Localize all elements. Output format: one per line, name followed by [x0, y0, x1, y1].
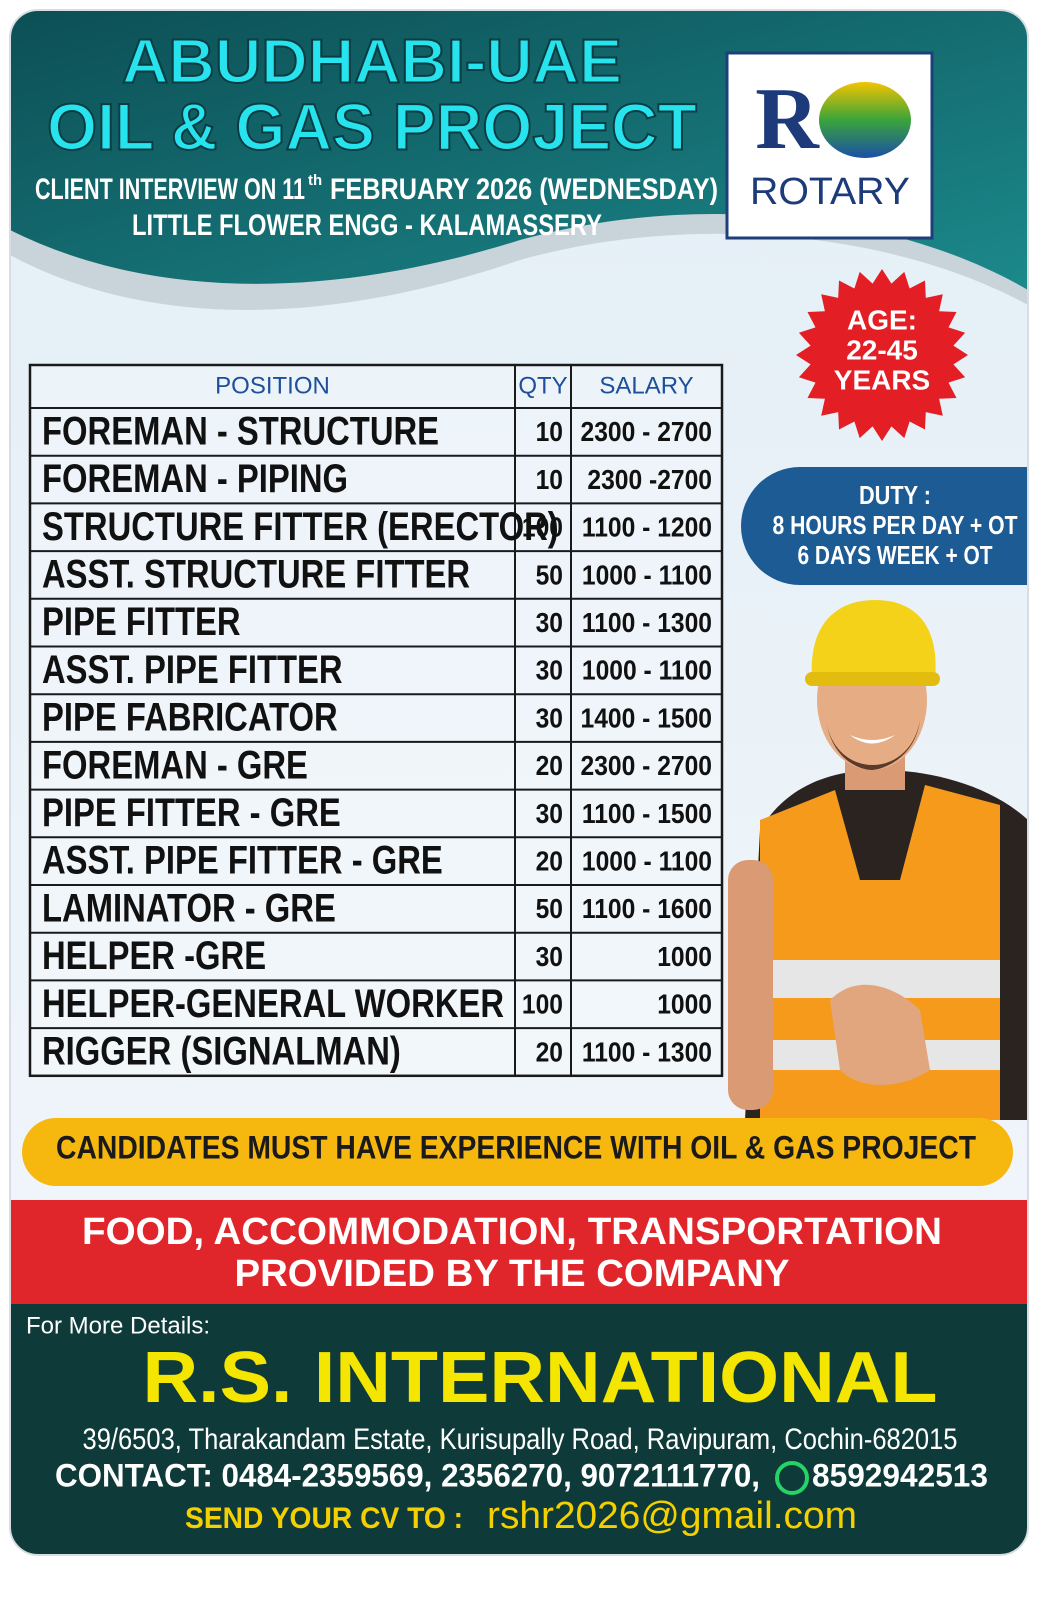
row-position: PIPE FITTER: [42, 599, 241, 644]
row-position: ASST. PIPE FITTER - GRE: [42, 838, 443, 883]
card: R ROTARY ABUDHABI-UAE OIL & GAS PROJECT …: [10, 10, 1028, 1555]
row-position: HELPER-GENERAL WORKER: [42, 981, 504, 1026]
row-position: STRUCTURE FITTER (ERECTOR): [42, 504, 559, 549]
age-label: AGE:: [847, 304, 917, 335]
header-wave: [10, 213, 1028, 310]
row-position: PIPE FABRICATOR: [42, 695, 338, 740]
row-position: HELPER -GRE: [42, 933, 266, 978]
experience-text: CANDIDATES MUST HAVE EXPERIENCE WITH OIL…: [56, 1129, 976, 1165]
positions-table: POSITION QTY SALARY FOREMAN - STRUCTURE 10 23…: [28, 363, 724, 1078]
position: HELPER-GENERAL WORKER: [42, 981, 504, 1026]
position: ASST. PIPE FITTER - GRE: [42, 838, 443, 883]
salary: 1000 - 1100: [582, 654, 712, 686]
row-position: FOREMAN - STRUCTURE: [42, 408, 439, 453]
footer: [10, 1304, 1028, 1555]
position: HELPER -GRE: [42, 933, 266, 978]
more-details: For More Details:: [26, 1312, 210, 1339]
position: FOREMAN - GRE: [42, 742, 308, 787]
position: PIPE FITTER: [42, 599, 241, 644]
position: STRUCTURE FITTER (ERECTOR): [42, 504, 559, 549]
duty-line2: 6 DAYS WEEK + OT: [798, 540, 993, 570]
row-position: PIPE FITTER - GRE: [42, 790, 341, 835]
company-name: R.S. INTERNATIONAL: [143, 1338, 938, 1418]
duty-box: [741, 467, 1028, 585]
salary: 1000 - 1100: [582, 559, 712, 591]
interview-prefix: CLIENT INTERVIEW ON 11: [35, 173, 305, 206]
logo-ring: [819, 82, 911, 158]
card-border: [9, 9, 1029, 1556]
email: rshr2026@gmail.com: [487, 1495, 857, 1537]
experience-banner: [22, 1118, 1013, 1186]
salary: 2300 -2700: [587, 463, 712, 495]
duty-line1: 8 HOURS PER DAY + OT: [773, 510, 1018, 540]
qty: 50: [536, 559, 563, 591]
salary: 1000: [657, 988, 712, 1020]
position: FOREMAN - PIPING: [42, 456, 348, 501]
row-position: RIGGER (SIGNALMAN): [42, 1028, 401, 1073]
column-header: POSITION: [215, 372, 330, 399]
column-header: QTY: [518, 372, 567, 399]
contact: CONTACT: 0484-2359569, 2356270, 90721117…: [55, 1457, 760, 1493]
position: LAMINATOR - GRE: [42, 885, 336, 930]
age-unit: YEARS: [834, 364, 930, 395]
age-badge: [796, 269, 968, 441]
qty: 100: [522, 988, 563, 1020]
position: PIPE FABRICATOR: [42, 695, 338, 740]
qty: 20: [536, 845, 563, 877]
salary: 1100 - 1500: [582, 797, 712, 829]
row-position: FOREMAN - GRE: [42, 742, 308, 787]
title-line2: OIL & GAS PROJECT: [47, 89, 697, 163]
salary: 1100 - 1200: [582, 511, 712, 543]
qty: 10: [536, 416, 563, 448]
salary: 1100 - 1600: [582, 893, 712, 925]
interview-suffix: FEBRUARY 2026 (WEDNESDAY): [330, 173, 718, 206]
position: ASST. STRUCTURE FITTER: [42, 551, 470, 596]
address: 39/6503, Tharakandam Estate, Kurisupally…: [83, 1423, 958, 1456]
qty: 30: [536, 702, 563, 734]
position: PIPE FITTER - GRE: [42, 790, 341, 835]
qty: 30: [536, 940, 563, 972]
salary: 1100 - 1300: [582, 607, 712, 639]
cv-label: SEND YOUR CV TO :: [185, 1502, 463, 1535]
whatsapp-number: 8592942513: [812, 1457, 988, 1493]
qty: 30: [536, 654, 563, 686]
logo-letter: R: [755, 71, 820, 168]
position: RIGGER (SIGNALMAN): [42, 1028, 401, 1073]
salary: 2300 - 2700: [581, 750, 712, 782]
qty: 10: [536, 463, 563, 495]
salary: 1400 - 1500: [581, 702, 712, 734]
benefits-band: [10, 1200, 1028, 1304]
salary: 1000: [657, 940, 712, 972]
benefits-line2: PROVIDED BY THE COMPANY: [235, 1253, 790, 1295]
worker-illustration: [728, 600, 1028, 1120]
title-line1: ABUDHABI-UAE: [122, 27, 622, 96]
qty: 30: [536, 797, 563, 829]
qty: 20: [536, 750, 563, 782]
salary: 1000 - 1100: [582, 845, 712, 877]
table-frame: [28, 363, 724, 1078]
position: ASST. PIPE FITTER: [42, 647, 343, 692]
duty-title: DUTY :: [859, 480, 931, 510]
column-header: SALARY: [599, 372, 693, 399]
row-position: ASST. STRUCTURE FITTER: [42, 551, 470, 596]
logo-name: ROTARY: [750, 171, 910, 213]
salary: 2300 - 2700: [581, 416, 712, 448]
qty: 20: [536, 1036, 563, 1068]
qty: 100: [522, 511, 563, 543]
whatsapp-icon: [775, 1461, 809, 1495]
row-position: LAMINATOR - GRE: [42, 885, 336, 930]
venue: LITTLE FLOWER ENGG - KALAMASSERY: [132, 209, 602, 242]
age-range: 22-45: [846, 334, 918, 365]
benefits-line1: FOOD, ACCOMMODATION, TRANSPORTATION: [82, 1211, 942, 1253]
qty: 50: [536, 893, 563, 925]
row-position: ASST. PIPE FITTER: [42, 647, 343, 692]
qty: 30: [536, 607, 563, 639]
salary: 1100 - 1300: [582, 1036, 712, 1068]
row-position: FOREMAN - PIPING: [42, 456, 348, 501]
interview-sup: th: [308, 172, 322, 189]
position: FOREMAN - STRUCTURE: [42, 408, 439, 453]
